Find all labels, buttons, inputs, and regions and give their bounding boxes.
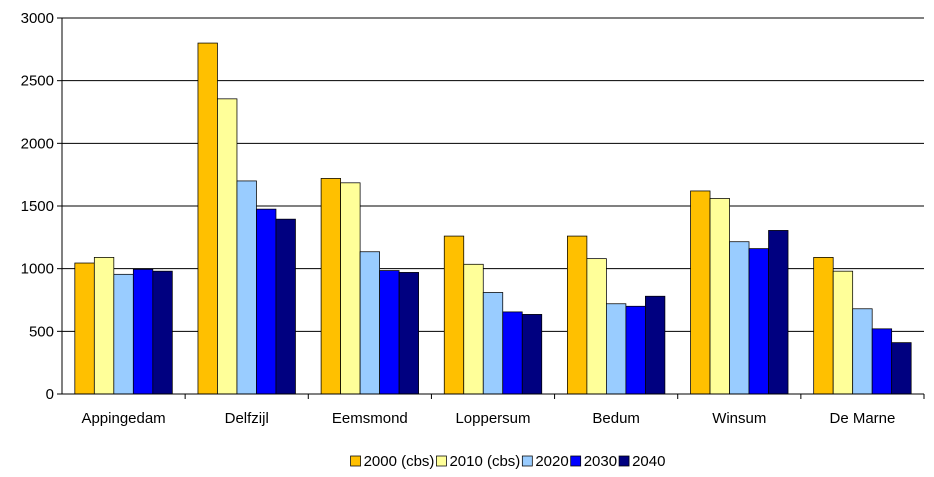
bar-appingedam-4: [152, 270, 173, 395]
bar-eemsmond-0: [320, 178, 341, 395]
bar-eemsmond-4: [398, 272, 419, 395]
x-tick-labels: Appingedam Delfzijl Eemsmond Loppersum Bedum…: [81, 410, 895, 427]
bar-bedum-4: [645, 295, 666, 395]
x-tick-label: De Marne: [829, 410, 895, 427]
bar-bedum-1: [586, 258, 607, 395]
axes: [57, 17, 925, 399]
legend-item: 2000 (cbs): [350, 453, 435, 470]
x-tick-label: Loppersum: [455, 410, 530, 427]
y-tick-label: 1500: [21, 198, 54, 215]
bar-eemsmond-3: [379, 270, 400, 395]
bar-winsum-3: [748, 248, 769, 395]
legend-swatch: [521, 455, 533, 467]
bar-delfzijl-0: [197, 42, 218, 395]
y-tick-label: 500: [29, 323, 54, 340]
bar-winsum-0: [690, 190, 711, 395]
x-tick-label: Winsum: [712, 410, 766, 427]
bar-loppersum-1: [463, 263, 484, 395]
y-tick-label: 2000: [21, 135, 54, 152]
legend-label: 2010 (cbs): [449, 453, 520, 470]
bar-bedum-0: [567, 235, 588, 395]
y-tick-label: 1000: [21, 261, 54, 278]
bar-delfzijl-3: [256, 208, 277, 395]
bar-winsum-2: [729, 241, 750, 395]
bars-group: [74, 42, 912, 395]
legend-item: 2030: [570, 453, 617, 470]
gridlines: [62, 17, 924, 332]
bar-eemsmond-2: [359, 251, 380, 395]
legend-label: 2030: [584, 453, 617, 470]
legend-item: 2040: [618, 453, 665, 470]
y-tick-label: 2500: [21, 73, 54, 90]
bar-bedum-3: [625, 305, 646, 395]
bar-de-marne-1: [832, 270, 854, 395]
bar-eemsmond-1: [340, 182, 361, 395]
bar-loppersum-4: [521, 314, 543, 395]
bar-de-marne-2: [852, 308, 873, 395]
legend: 2000 (cbs) 2010 (cbs) 2020 2030 2040: [350, 453, 665, 470]
bar-appingedam-3: [132, 268, 154, 395]
y-tick-label: 0: [46, 386, 54, 403]
legend-swatch: [570, 455, 582, 467]
legend-swatch: [618, 455, 630, 467]
bar-delfzijl-2: [236, 180, 257, 395]
bar-loppersum-3: [502, 311, 523, 395]
legend-label: 2020: [535, 453, 568, 470]
legend-item: 2010 (cbs): [436, 453, 520, 470]
bar-bedum-2: [606, 303, 627, 395]
legend-swatch: [350, 455, 361, 467]
bar-loppersum-2: [482, 292, 504, 395]
bar-loppersum-0: [443, 235, 465, 395]
bar-appingedam-0: [74, 262, 95, 395]
y-tick-label: 3000: [21, 10, 54, 27]
bar-delfzijl-1: [217, 98, 238, 395]
x-tick-label: Delfzijl: [225, 410, 269, 427]
legend-swatch: [436, 455, 447, 467]
bar-winsum-1: [709, 198, 730, 395]
bar-delfzijl-4: [275, 218, 296, 395]
legend-label: 2000 (cbs): [364, 453, 435, 470]
bar-winsum-4: [768, 230, 789, 395]
bar-de-marne-4: [891, 342, 912, 395]
x-tick-label: Eemsmond: [332, 410, 408, 427]
bar-appingedam-1: [93, 257, 115, 395]
legend-item: 2020: [521, 453, 569, 470]
legend-label: 2040: [632, 453, 665, 470]
x-tick-label: Bedum: [592, 410, 640, 427]
bar-appingedam-2: [113, 273, 134, 395]
bar-de-marne-3: [871, 328, 893, 395]
bar-de-marne-0: [813, 257, 834, 395]
x-tick-label: Appingedam: [81, 410, 165, 427]
y-tick-labels: 0 500 1000 1500 2000 2500 3000: [21, 10, 54, 403]
